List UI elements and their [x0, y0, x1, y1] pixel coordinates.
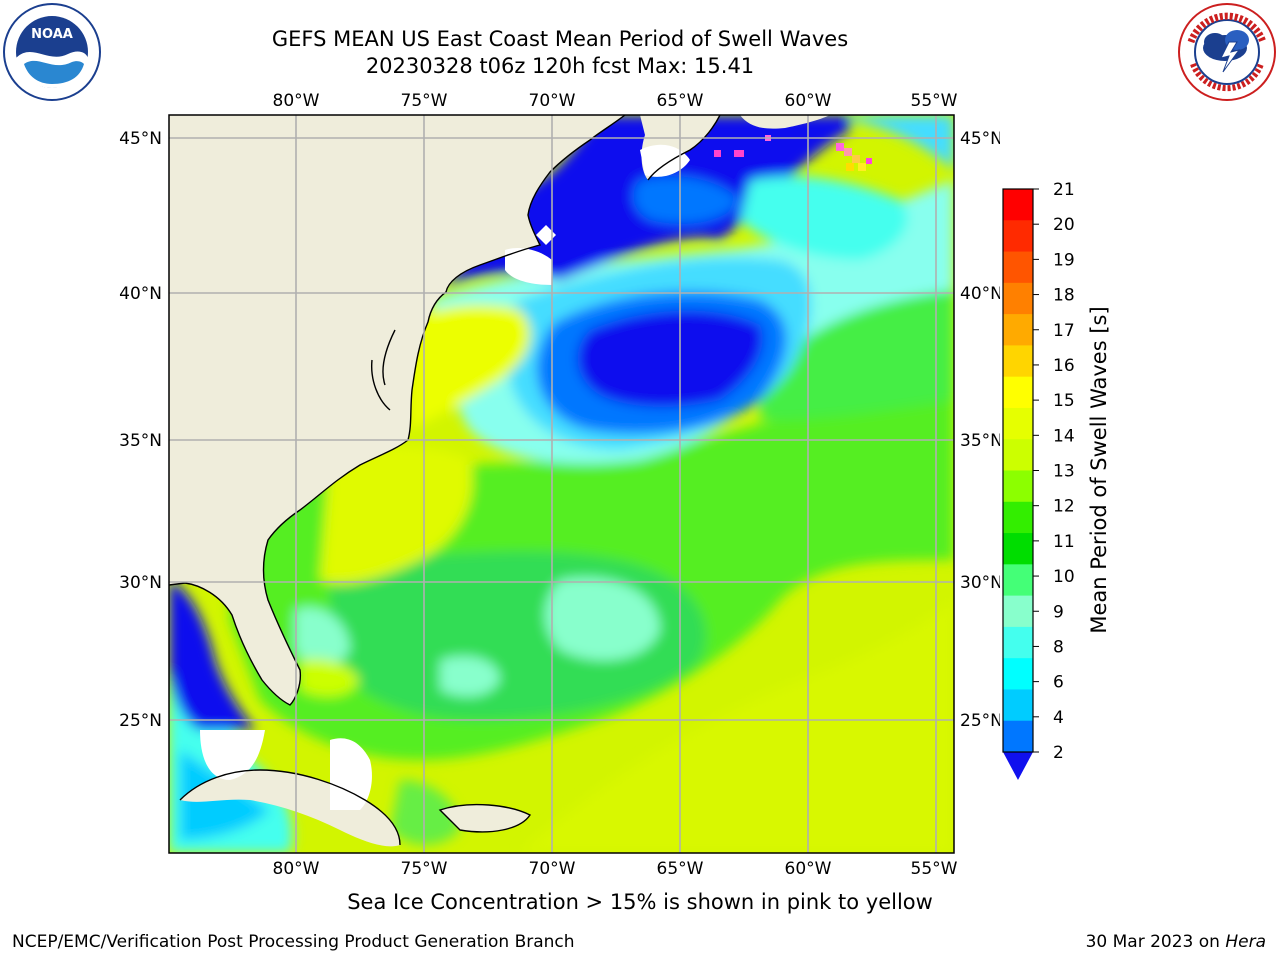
lon-label-bottom: 80°W — [273, 859, 320, 879]
colorbar: 21 20 19 18 17 16 15 14 13 12 11 10 9 8 6 4 2 Mean Perio… — [1002, 180, 1111, 780]
colorbar-tick-label: 18 — [1053, 286, 1075, 306]
lon-label-bottom: 65°W — [657, 859, 704, 879]
lon-label-top: 60°W — [785, 91, 832, 111]
colorbar-box — [1003, 595, 1033, 628]
lon-label-top: 70°W — [529, 91, 576, 111]
colorbar-box — [1003, 564, 1033, 597]
swell-field — [169, 115, 954, 853]
noaa-logo-icon: NOAA — [3, 3, 101, 101]
lon-label-top: 65°W — [657, 91, 704, 111]
colorbar-tick-label: 20 — [1053, 215, 1075, 235]
colorbar-tick-label: 12 — [1053, 497, 1075, 517]
lat-label-left: 35°N — [119, 431, 162, 451]
colorbar-extend-arrow — [1003, 752, 1033, 780]
lat-label-right: 40°N — [960, 284, 1000, 304]
lon-label-bottom: 55°W — [911, 859, 958, 879]
lon-label-top: 75°W — [401, 91, 448, 111]
colorbar-box — [1003, 689, 1033, 722]
colorbar-box — [1003, 251, 1033, 284]
footer-credit: NCEP/EMC/Verification Post Processing Pr… — [12, 932, 575, 952]
lat-label-right: 25°N — [960, 711, 1000, 731]
lon-label-bottom: 75°W — [401, 859, 448, 879]
chart-subtitle: 20230328 t06z 120h fcst Max: 15.41 — [365, 54, 755, 78]
colorbar-tick-label: 14 — [1053, 426, 1075, 446]
lon-label-top: 80°W — [273, 91, 320, 111]
lon-label-bottom: 70°W — [529, 859, 576, 879]
lat-label-left: 45°N — [119, 129, 162, 149]
colorbar-tick-label: 17 — [1053, 321, 1075, 341]
colorbar-tick-label: 13 — [1053, 462, 1075, 482]
lat-label-left: 25°N — [119, 711, 162, 731]
colorbar-tick-label: 8 — [1053, 637, 1064, 657]
colorbar-box — [1003, 501, 1033, 534]
lon-label-bottom: 60°W — [785, 859, 832, 879]
colorbar-box — [1003, 282, 1033, 315]
nws-logo-icon — [1178, 3, 1276, 101]
colorbar-box — [1003, 345, 1033, 378]
sea-ice-note: Sea Ice Concentration > 15% is shown in … — [347, 890, 933, 914]
colorbar-tick-label: 2 — [1053, 743, 1064, 763]
chart-title: GEFS MEAN US East Coast Mean Period of S… — [271, 27, 849, 51]
swell-period-map: 80°W 75°W 70°W 65°W 60°W 55°W 80°W 75°W … — [119, 91, 1000, 879]
colorbar-tick-label: 19 — [1053, 250, 1075, 270]
colorbar-boxes — [1003, 189, 1033, 753]
colorbar-box — [1003, 189, 1033, 221]
lat-label-left: 30°N — [119, 573, 162, 593]
colorbar-box — [1003, 376, 1033, 409]
colorbar-box — [1003, 533, 1033, 565]
colorbar-box — [1003, 439, 1033, 471]
lat-label-left: 40°N — [119, 284, 162, 304]
footer-date-text: 30 Mar 2023 on — [1085, 932, 1226, 952]
colorbar-tick-label: 11 — [1053, 532, 1075, 552]
colorbar-tick-label: 6 — [1053, 673, 1064, 693]
lat-label-right: 35°N — [960, 431, 1000, 451]
colorbar-box — [1003, 220, 1033, 253]
coastline — [169, 115, 721, 846]
colorbar-box — [1003, 407, 1033, 440]
map-frame — [168, 114, 955, 854]
colorbar-tick-label: 4 — [1053, 708, 1064, 728]
colorbar-box — [1003, 470, 1033, 503]
colorbar-tick-label: 9 — [1053, 602, 1064, 622]
footer-machine: Hera — [1225, 932, 1266, 952]
graticule — [169, 115, 954, 853]
colorbar-box — [1003, 314, 1033, 346]
colorbar-ticks: 21 20 19 18 17 16 15 14 13 12 11 10 9 8 6 4 2 — [1033, 180, 1075, 763]
lat-label-right: 45°N — [960, 129, 1000, 149]
colorbar-box — [1003, 626, 1033, 659]
colorbar-tick-label: 21 — [1053, 180, 1075, 200]
colorbar-box — [1003, 658, 1033, 690]
colorbar-box — [1003, 720, 1033, 753]
colorbar-tick-label: 10 — [1053, 567, 1075, 587]
lat-label-right: 30°N — [960, 573, 1000, 593]
lon-label-top: 55°W — [911, 91, 958, 111]
land — [169, 115, 830, 847]
colorbar-tick-label: 15 — [1053, 391, 1075, 411]
footer-date: 30 Mar 2023 on Hera — [1086, 932, 1266, 952]
colorbar-label: Mean Period of Swell Waves [s] — [1087, 306, 1111, 633]
noaa-logo-text: NOAA — [31, 27, 73, 42]
colorbar-tick-label: 16 — [1053, 356, 1075, 376]
